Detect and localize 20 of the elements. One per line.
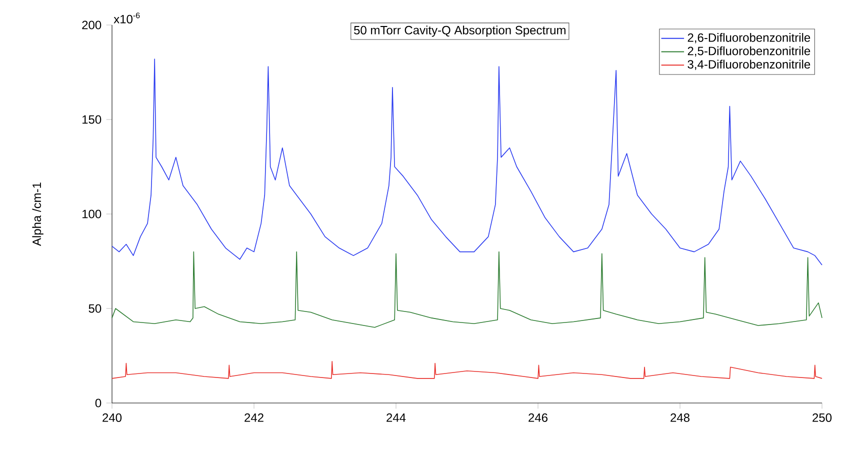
- x-tick-label: 244: [386, 413, 406, 422]
- text: x10$^{-6}$: [114, 12, 140, 24]
- x-tick-label: 248: [670, 413, 690, 422]
- legend-label: 2,5-Difluorobenzonitrile: [688, 46, 810, 57]
- y-tick-label: 0: [95, 398, 102, 408]
- y-tick-label: 50: [88, 304, 102, 313]
- line-series: [112, 58, 822, 266]
- chart-title: 50 mTorr Cavity-Q Absorption Spectrum: [354, 26, 566, 37]
- x-tick-label: 246: [528, 413, 548, 422]
- line-series: [112, 361, 822, 379]
- x-tick-label: 250: [812, 413, 832, 422]
- y-tick-label: 100: [82, 210, 102, 218]
- x-tick-label: 240: [102, 413, 122, 422]
- y-tick-label: 150: [82, 115, 102, 124]
- legend-label: 2,6-Difluorobenzonitrile: [688, 33, 810, 44]
- y-tick-label: 200: [82, 20, 102, 30]
- line-series: [112, 251, 822, 328]
- y-axis-title: Alpha /cm-1: [32, 182, 44, 246]
- legend-label: 3,4-Difluorobenzonitrile: [688, 60, 810, 70]
- x-tick-label: 242: [244, 413, 264, 422]
